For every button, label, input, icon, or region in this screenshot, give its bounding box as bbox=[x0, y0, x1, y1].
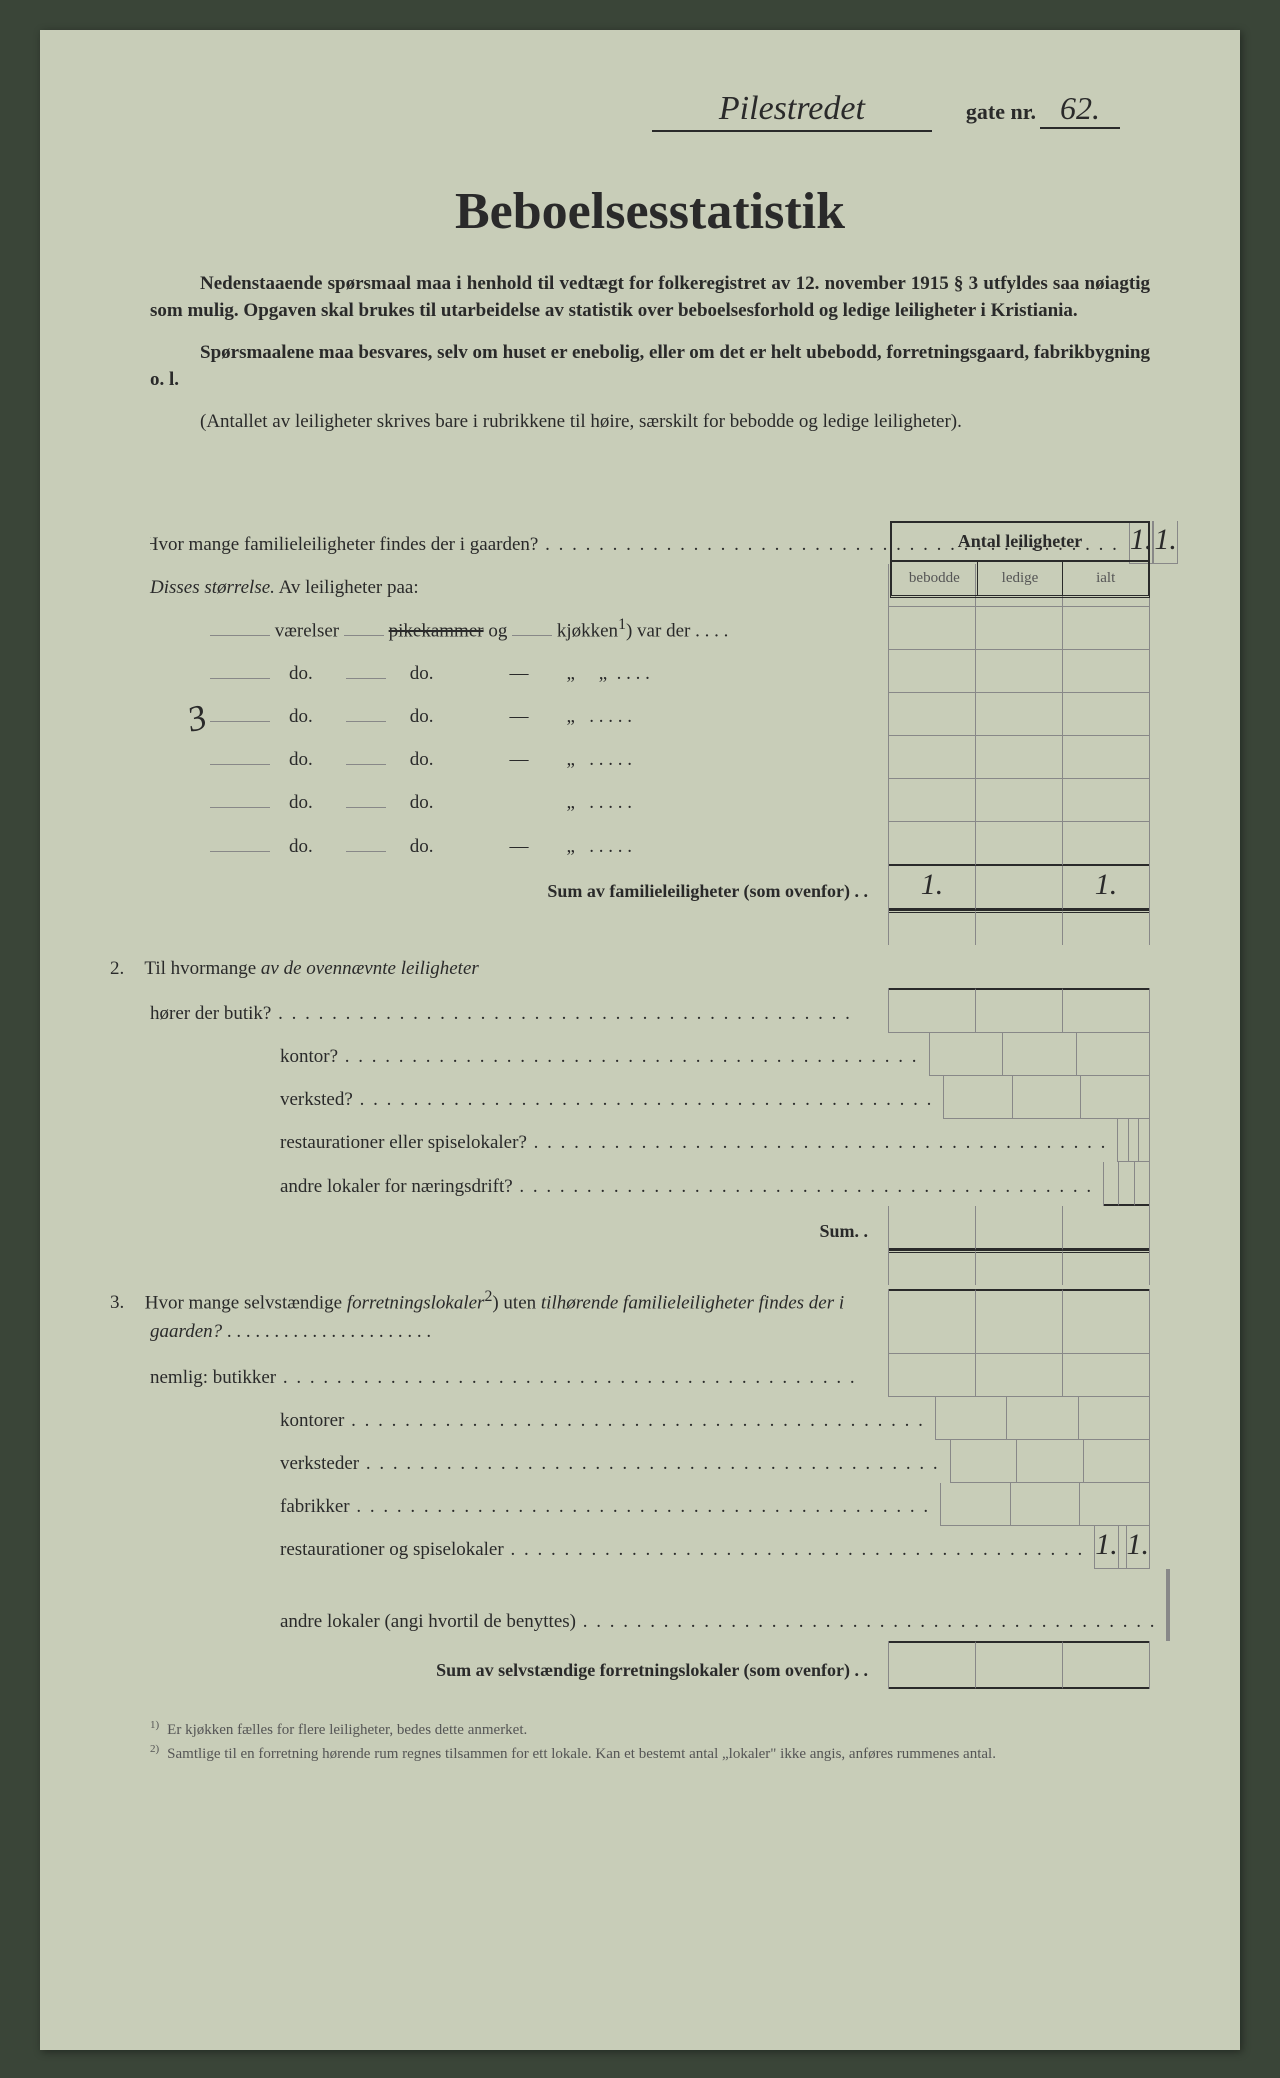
gap bbox=[150, 1250, 1150, 1285]
q2-r3: verksted? bbox=[150, 1076, 1150, 1119]
size-row-do: do. do. — „ „ . . . . bbox=[150, 650, 1150, 693]
form-content: Antal leiligheter bebodde ledige ialt 3 … bbox=[150, 521, 1150, 1689]
footnote-1: 1)Er kjøkken fælles for flere leilighete… bbox=[150, 1719, 1150, 1739]
size-row-do: do. do. — „ . . . . . bbox=[150, 822, 1150, 866]
cell-ialt: 1. bbox=[1154, 521, 1177, 564]
q3-r4: fabrikker bbox=[150, 1483, 1150, 1526]
size-row-do: do. do. — „ . . . . . bbox=[150, 736, 1150, 779]
page-title: Beboelsesstatistik bbox=[150, 182, 1150, 241]
col-ialt: ialt bbox=[1063, 562, 1148, 595]
q3-intro: 3. Hvor mange selvstændige forretningslo… bbox=[150, 1285, 1150, 1354]
q3-r2: kontorer bbox=[150, 1397, 1150, 1440]
q2-r4: restaurationer eller spiselokaler? bbox=[150, 1119, 1150, 1162]
intro-p3: (Antallet av leiligheter skrives bare i … bbox=[150, 409, 1150, 436]
q2-r2: kontor? bbox=[150, 1033, 1150, 1076]
col-ledige: ledige bbox=[978, 562, 1064, 595]
footnotes: 1)Er kjøkken fælles for flere leilighete… bbox=[150, 1719, 1150, 1763]
footnote-2: 2)Samtlige til en forretning hørende rum… bbox=[150, 1743, 1150, 1763]
size-row-do: do. do. „ . . . . . bbox=[150, 779, 1150, 822]
q3-r5: restaurationer og spiselokaler 1.1. bbox=[150, 1526, 1150, 1569]
header-line: Pilestredet gate nr. 62. bbox=[150, 90, 1150, 132]
intro-p2: Spørsmaalene maa besvares, selv om huset… bbox=[150, 340, 1150, 393]
q2-intro: 2. Til hvormange av de ovennævnte leilig… bbox=[150, 945, 1150, 988]
gate-number: 62. bbox=[1040, 90, 1120, 129]
gap bbox=[150, 910, 1150, 945]
q2-r5: andre lokaler for næringsdrift? bbox=[150, 1162, 1150, 1206]
q2-r1: hører der butik? bbox=[150, 988, 1150, 1033]
table-header: Antal leiligheter bebodde ledige ialt bbox=[890, 521, 1150, 598]
q3-sum: Sum av selvstændige forretningslokaler (… bbox=[150, 1641, 1150, 1689]
table-header-title: Antal leiligheter bbox=[890, 521, 1150, 562]
q3-r6: andre lokaler (angi hvortil de benyttes) bbox=[150, 1569, 1150, 1641]
intro-p1: Nedenstaaende spørsmaal maa i henhold ti… bbox=[150, 271, 1150, 324]
table-header-cols: bebodde ledige ialt bbox=[890, 562, 1150, 598]
col-bebodde: bebodde bbox=[892, 562, 978, 595]
q3-r1: nemlig: butikker bbox=[150, 1354, 1150, 1397]
q3-r3: verksteder bbox=[150, 1440, 1150, 1483]
q1-sum-row: Sum av familieleiligheter (som ovenfor) … bbox=[150, 866, 1150, 910]
size-row-1: værelser pikekammer og kjøkken1) var der… bbox=[150, 607, 1150, 650]
q2-sum: Sum. . bbox=[150, 1206, 1150, 1250]
document-page: Pilestredet gate nr. 62. Beboelsesstatis… bbox=[40, 30, 1240, 2050]
size-row-do: do. do. — „ . . . . . bbox=[150, 693, 1150, 736]
street-name: Pilestredet bbox=[652, 90, 932, 132]
gate-label: gate nr. bbox=[966, 99, 1036, 124]
